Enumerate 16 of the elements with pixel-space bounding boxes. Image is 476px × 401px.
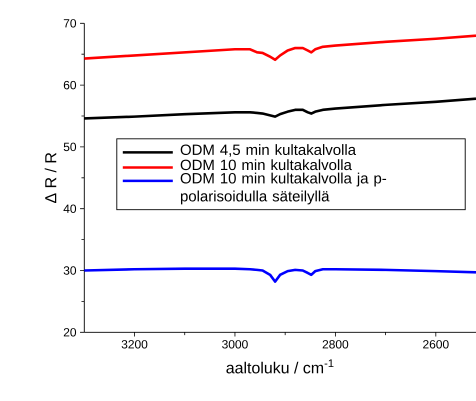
x-axis-title: aaltoluku / cm$^{-1}$ <box>226 359 334 374</box>
x-tick-label: 2800 <box>322 340 348 349</box>
legend-label: ODM 10 min kultakalvolla ja p-polarisoidulla säteilyllä <box>180 172 386 204</box>
y-tick-label: 60 <box>64 80 76 90</box>
line-series <box>83 267 476 283</box>
x-tick-label: 3200 <box>122 340 148 349</box>
y-tick-label: 40 <box>64 204 76 213</box>
y-axis-title: Δ R / R <box>44 152 56 204</box>
y-tick-label: 30 <box>64 266 76 275</box>
y-tick-label: 20 <box>64 328 76 337</box>
y-tick-label: 50 <box>64 142 76 152</box>
legend-label: ODM 10 min kultakalvolla <box>180 159 352 170</box>
x-tick-label: 3000 <box>222 340 248 349</box>
x-tick-label: 2600 <box>423 340 449 349</box>
legend-label: ODM 4,5 min kultakalvolla <box>180 144 356 157</box>
y-tick-label: 70 <box>64 19 76 28</box>
